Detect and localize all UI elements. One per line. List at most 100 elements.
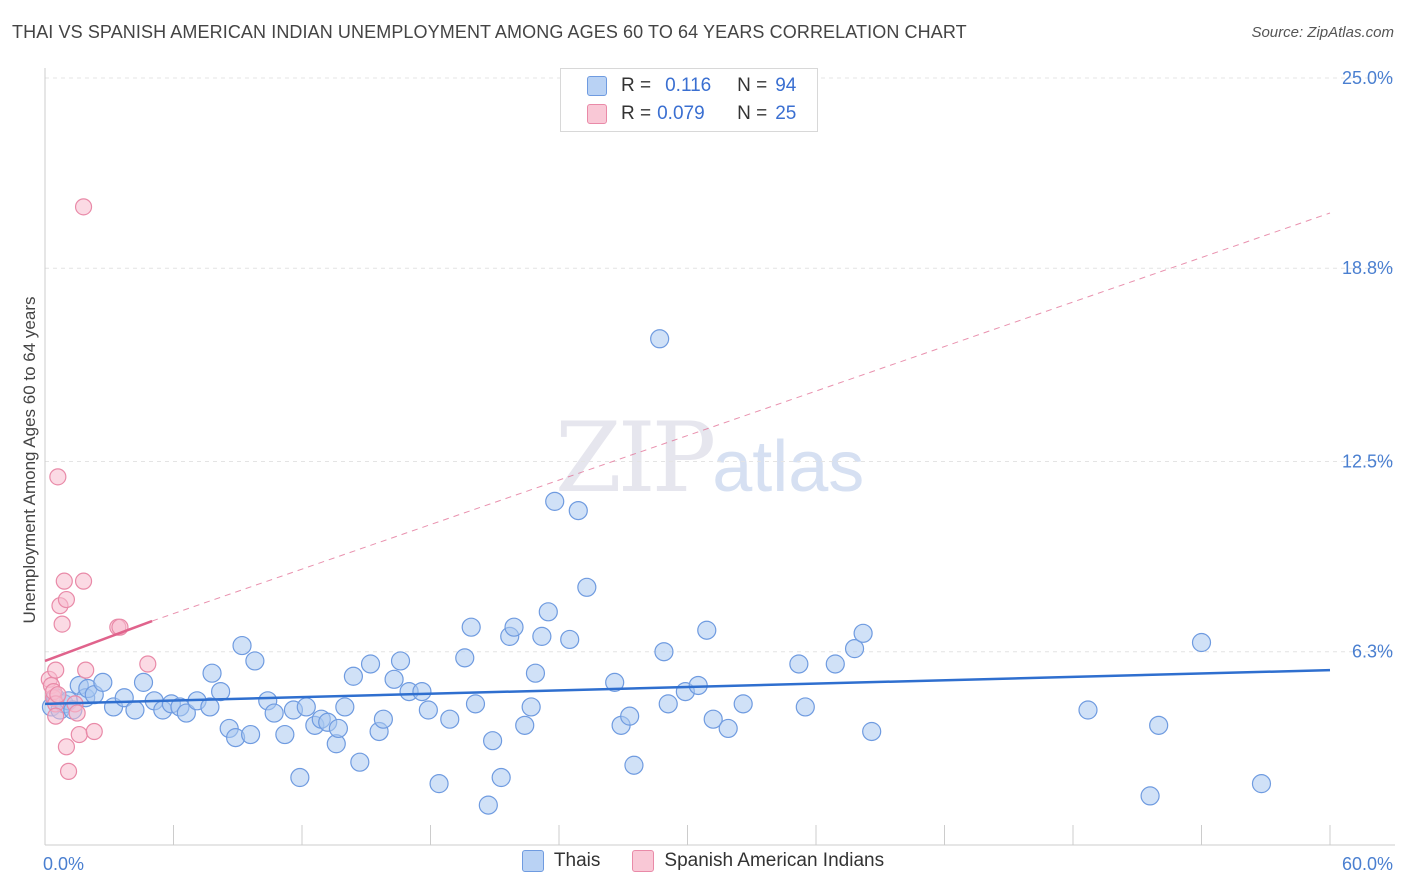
- data-point-thais: [176, 703, 196, 723]
- data-point-thais: [93, 672, 113, 692]
- data-point-spanish-american-indians: [47, 661, 65, 679]
- data-point-thais: [440, 709, 460, 729]
- data-point-thais: [483, 731, 503, 751]
- legend-r-value: 0.079: [657, 103, 705, 124]
- data-point-thais: [373, 709, 393, 729]
- legend-item-thais[interactable]: Thais: [521, 850, 600, 872]
- data-point-thais: [789, 654, 809, 674]
- source-label: Source: ZipAtlas.com: [1251, 24, 1394, 41]
- data-point-thais: [825, 654, 845, 674]
- watermark-zip: ZIP: [555, 402, 716, 514]
- data-point-thais: [429, 774, 449, 794]
- data-point-thais: [545, 491, 565, 511]
- data-point-spanish-american-indians: [139, 655, 157, 673]
- x-tick-label-max: 60.0%: [1342, 854, 1393, 874]
- legend-r-value: 0.116: [665, 75, 712, 96]
- y-tick-label: 6.3%: [1352, 642, 1393, 662]
- watermark-atlas: atlas: [712, 427, 865, 507]
- data-point-thais: [264, 703, 284, 723]
- data-point-thais: [844, 639, 865, 659]
- legend-row-spanish-american-indians: R = 0.079 N = 25: [587, 101, 796, 127]
- data-point-thais: [703, 709, 723, 729]
- data-point-thais: [125, 700, 145, 720]
- data-point-thais: [335, 697, 355, 717]
- data-point-spanish-american-indians: [49, 686, 67, 704]
- legend-r-label: R =: [621, 103, 652, 124]
- legend-item-spanish-american-indians[interactable]: Spanish American Indians: [632, 850, 884, 872]
- chart-title: THAI VS SPANISH AMERICAN INDIAN UNEMPLOY…: [12, 22, 967, 42]
- data-point-thais: [504, 617, 524, 637]
- data-point-thais: [568, 500, 588, 521]
- legend-n-value: 94: [775, 75, 797, 96]
- data-point-thais: [241, 724, 261, 745]
- data-point-thais: [202, 663, 222, 683]
- data-point-thais: [133, 672, 154, 692]
- data-point-thais: [718, 718, 738, 739]
- data-point-thais: [1140, 786, 1160, 806]
- correlation-legend: R = 0.116 N = 94 R = 0.079 N = 25: [560, 68, 818, 132]
- data-point-thais: [412, 681, 432, 702]
- data-point-thais: [200, 697, 220, 717]
- data-point-thais: [455, 648, 475, 668]
- y-tick-label: 25.0%: [1342, 68, 1393, 88]
- data-point-thais: [1191, 632, 1212, 653]
- data-point-thais: [577, 577, 597, 597]
- data-point-thais: [211, 681, 231, 702]
- legend-swatch-spanish-american-indians: [632, 850, 655, 872]
- series-legend: Thais Spanish American Indians: [0, 850, 1406, 872]
- trend-line-thais: [44, 668, 1331, 706]
- legend-label-spanish-american-indians: Spanish American Indians: [664, 850, 885, 871]
- data-point-spanish-american-indians: [57, 590, 76, 609]
- x-tick-label-min: 0.0%: [43, 854, 84, 874]
- legend-n-label: N =: [737, 75, 768, 96]
- data-point-thais: [521, 697, 541, 717]
- legend-r-label: R =: [621, 75, 652, 96]
- legend-row-thais: R = 0.116 N = 94: [587, 73, 796, 99]
- data-point-thais: [697, 620, 717, 640]
- data-point-thais: [478, 795, 498, 815]
- data-point-spanish-american-indians: [74, 198, 93, 216]
- data-point-spanish-american-indians: [74, 572, 93, 590]
- legend-swatch-thais: [521, 850, 544, 872]
- trend-extension-spanish-american-indians: [151, 212, 1331, 622]
- data-point-thais: [560, 629, 580, 650]
- data-point-thais: [275, 724, 295, 745]
- data-point-spanish-american-indians: [53, 615, 71, 633]
- legend-swatch-spanish-american-indians: [587, 104, 607, 124]
- data-point-thais: [532, 626, 552, 646]
- data-point-thais: [465, 694, 486, 714]
- data-point-thais: [343, 666, 363, 686]
- data-point-thais: [232, 635, 252, 656]
- data-point-spanish-american-indians: [47, 707, 65, 725]
- legend-n-label: N =: [737, 103, 768, 124]
- data-point-thais: [853, 623, 873, 643]
- data-point-spanish-american-indians: [55, 572, 73, 590]
- data-point-spanish-american-indians: [49, 468, 67, 486]
- data-point-thais: [384, 669, 404, 689]
- data-point-thais: [245, 651, 265, 671]
- trend-line-spanish-american-indians: [44, 619, 153, 663]
- data-point-thais: [390, 651, 411, 671]
- data-point-thais: [1149, 715, 1169, 735]
- data-point-thais: [1251, 774, 1272, 794]
- data-point-thais: [1078, 700, 1098, 720]
- data-point-spanish-american-indians: [68, 704, 86, 722]
- data-point-thais: [624, 755, 644, 775]
- data-point-thais: [620, 706, 640, 726]
- legend-n-value: 25: [775, 103, 797, 124]
- data-point-thais: [654, 642, 674, 662]
- data-point-thais: [290, 767, 310, 788]
- data-point-thais: [650, 329, 670, 349]
- data-point-thais: [491, 767, 511, 788]
- data-point-thais: [296, 697, 316, 717]
- data-point-thais: [360, 654, 381, 674]
- y-tick-label: 18.8%: [1342, 258, 1393, 278]
- data-point-spanish-american-indians: [57, 738, 76, 756]
- data-point-thais: [605, 672, 625, 692]
- data-point-thais: [733, 694, 753, 714]
- legend-swatch-thais: [587, 76, 607, 96]
- data-point-thais: [328, 718, 349, 739]
- watermark: ZIPatlas: [555, 402, 864, 514]
- data-point-spanish-american-indians: [59, 762, 78, 780]
- data-point-thais: [795, 697, 815, 717]
